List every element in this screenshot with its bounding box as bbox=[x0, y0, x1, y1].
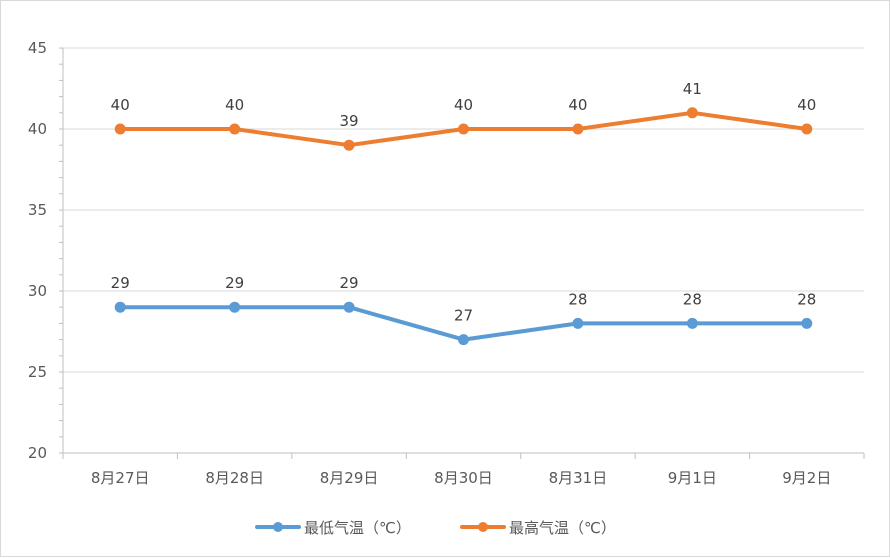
data-point[interactable] bbox=[686, 317, 698, 329]
data-label: 40 bbox=[797, 96, 816, 114]
data-label: 40 bbox=[111, 96, 130, 114]
data-point[interactable] bbox=[458, 334, 469, 346]
data-point[interactable] bbox=[229, 301, 241, 313]
data-point[interactable] bbox=[114, 123, 126, 135]
data-point[interactable] bbox=[343, 139, 355, 151]
data-label: 27 bbox=[454, 307, 473, 325]
x-tick-label: 9月1日 bbox=[668, 469, 717, 487]
data-label: 40 bbox=[225, 96, 244, 114]
legend-label: 最高气温（℃） bbox=[509, 519, 616, 537]
data-point[interactable] bbox=[114, 301, 126, 313]
y-tick-label: 25 bbox=[28, 363, 47, 381]
data-labels: 29 29 29 27 28 28 28 40 40 39 40 40 41 40 bbox=[111, 80, 817, 325]
x-tick-label: 8月31日 bbox=[549, 469, 608, 487]
data-label: 39 bbox=[340, 112, 359, 130]
axes: 20 25 30 35 40 45 8月27日 8月28日 8月29日 8月30日 8月31日 9月1… bbox=[28, 39, 865, 487]
x-tick-label: 8月28日 bbox=[205, 469, 264, 487]
x-tick-label: 8月27日 bbox=[91, 469, 150, 487]
data-point[interactable] bbox=[686, 107, 698, 119]
data-point[interactable] bbox=[229, 123, 241, 135]
legend-item[interactable]: 最低气温（℃） bbox=[255, 519, 411, 537]
data-label: 40 bbox=[454, 96, 473, 114]
y-tick-label: 35 bbox=[28, 201, 47, 219]
data-point[interactable] bbox=[572, 123, 584, 135]
y-tick-label: 30 bbox=[28, 282, 47, 300]
data-point[interactable] bbox=[801, 317, 813, 329]
y-tick-label: 45 bbox=[28, 39, 47, 57]
data-label: 29 bbox=[340, 274, 359, 292]
x-tick-label: 9月2日 bbox=[782, 469, 831, 487]
data-label: 29 bbox=[225, 274, 244, 292]
data-label: 29 bbox=[111, 274, 130, 292]
y-tick-label: 40 bbox=[28, 120, 47, 138]
data-point[interactable] bbox=[572, 317, 584, 329]
data-point[interactable] bbox=[343, 301, 355, 313]
data-label: 28 bbox=[568, 290, 587, 308]
data-point[interactable] bbox=[801, 123, 813, 135]
data-label: 40 bbox=[568, 96, 587, 114]
data-label: 41 bbox=[683, 80, 702, 98]
data-label: 28 bbox=[683, 290, 702, 308]
x-tick-label: 8月30日 bbox=[434, 469, 493, 487]
legend-marker-icon bbox=[478, 522, 488, 532]
data-label: 28 bbox=[797, 290, 816, 308]
legend: 最低气温（℃） 最高气温（℃） bbox=[255, 519, 616, 537]
y-tick-label: 20 bbox=[28, 444, 47, 462]
legend-item[interactable]: 最高气温（℃） bbox=[460, 519, 616, 537]
data-point[interactable] bbox=[458, 123, 469, 135]
series bbox=[114, 107, 813, 346]
legend-label: 最低气温（℃） bbox=[304, 519, 411, 537]
legend-marker-icon bbox=[273, 522, 283, 532]
x-tick-label: 8月29日 bbox=[320, 469, 379, 487]
